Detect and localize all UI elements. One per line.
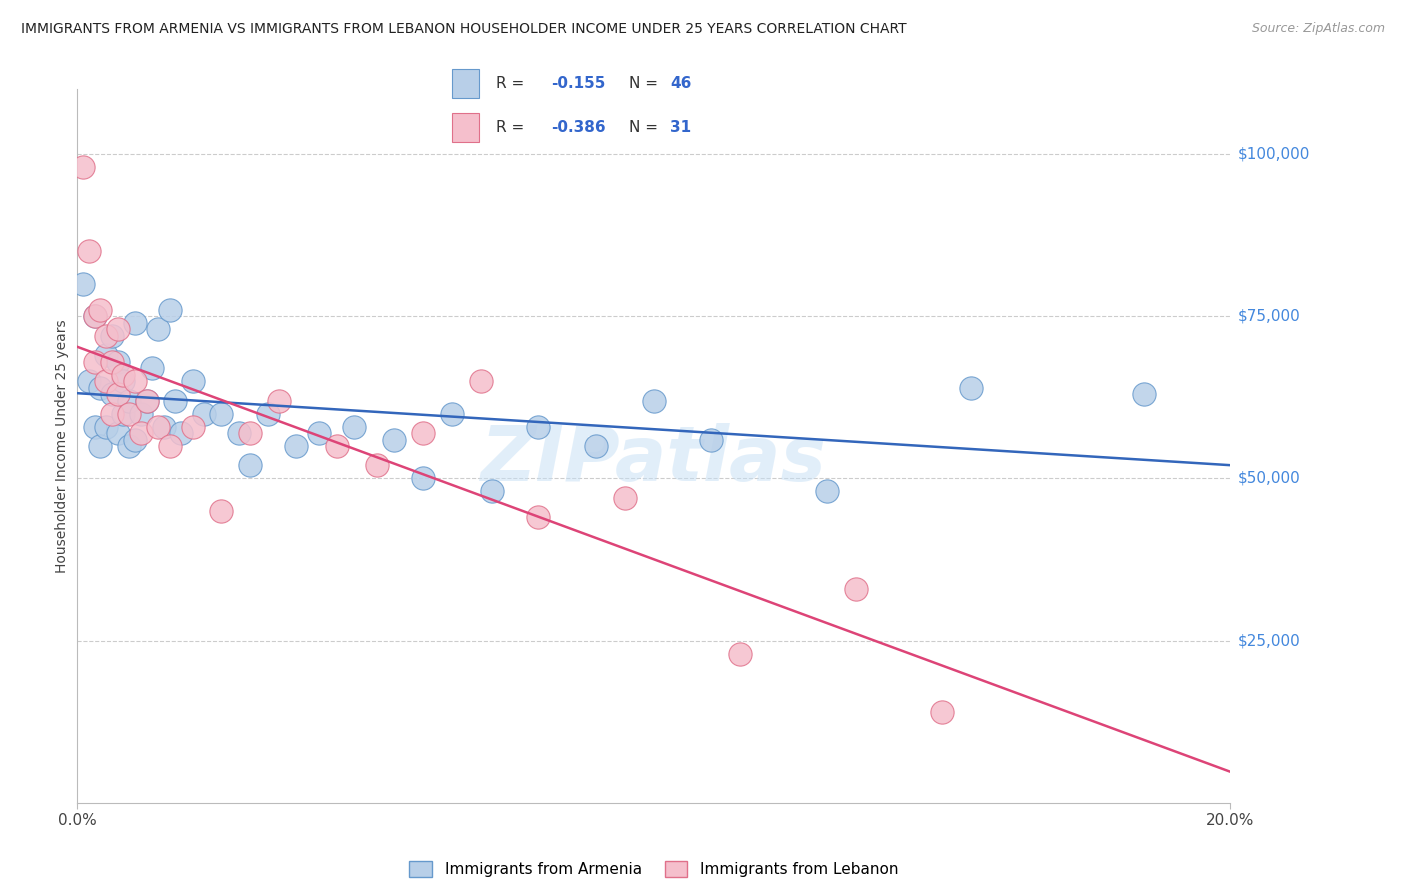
Text: N =: N = — [628, 120, 662, 135]
Point — [170, 425, 193, 440]
Point — [960, 381, 983, 395]
Point — [165, 393, 187, 408]
Point — [129, 407, 152, 421]
Point — [845, 582, 868, 596]
Text: -0.386: -0.386 — [551, 120, 606, 135]
Y-axis label: Householder Income Under 25 years: Householder Income Under 25 years — [55, 319, 69, 573]
Text: $25,000: $25,000 — [1237, 633, 1301, 648]
Point — [124, 374, 146, 388]
Point — [83, 419, 105, 434]
Point — [96, 419, 118, 434]
Point — [382, 433, 406, 447]
Point — [211, 504, 233, 518]
Point — [159, 302, 181, 317]
Text: IMMIGRANTS FROM ARMENIA VS IMMIGRANTS FROM LEBANON HOUSEHOLDER INCOME UNDER 25 Y: IMMIGRANTS FROM ARMENIA VS IMMIGRANTS FR… — [21, 22, 907, 37]
Text: $50,000: $50,000 — [1237, 471, 1301, 486]
Point — [72, 277, 94, 291]
Point — [96, 328, 118, 343]
Point — [146, 419, 169, 434]
Point — [89, 439, 111, 453]
Point — [614, 491, 637, 505]
Point — [153, 419, 174, 434]
Point — [96, 348, 118, 362]
Text: N =: N = — [628, 76, 662, 91]
Point — [83, 310, 105, 324]
Point — [931, 705, 953, 719]
FancyBboxPatch shape — [451, 113, 479, 142]
Point — [107, 354, 129, 368]
Point — [267, 393, 291, 408]
Point — [118, 439, 141, 453]
Point — [112, 374, 135, 388]
Point — [101, 328, 124, 343]
Point — [239, 425, 262, 440]
Point — [101, 407, 124, 421]
Point — [77, 374, 100, 388]
Point — [325, 439, 349, 453]
Point — [256, 407, 278, 421]
Point — [124, 316, 146, 330]
Point — [118, 407, 141, 421]
Point — [96, 374, 118, 388]
Point — [107, 387, 129, 401]
Legend: Immigrants from Armenia, Immigrants from Lebanon: Immigrants from Armenia, Immigrants from… — [409, 862, 898, 877]
Point — [112, 368, 135, 382]
Text: -0.155: -0.155 — [551, 76, 606, 91]
Point — [441, 407, 464, 421]
Text: R =: R = — [496, 76, 529, 91]
Point — [141, 361, 163, 376]
Point — [412, 425, 434, 440]
Point — [107, 425, 129, 440]
Point — [481, 484, 503, 499]
Point — [815, 484, 838, 499]
Point — [181, 374, 204, 388]
Point — [193, 407, 215, 421]
Point — [470, 374, 492, 388]
Point — [129, 425, 152, 440]
Text: 31: 31 — [671, 120, 692, 135]
Point — [89, 381, 111, 395]
Point — [77, 244, 100, 259]
Point — [89, 302, 111, 317]
Point — [72, 160, 94, 174]
Point — [159, 439, 181, 453]
Point — [181, 419, 204, 434]
Text: ZIPatlas: ZIPatlas — [481, 424, 827, 497]
Point — [118, 393, 141, 408]
Point — [1133, 387, 1156, 401]
Text: $100,000: $100,000 — [1237, 146, 1309, 161]
Point — [101, 354, 124, 368]
Point — [135, 393, 157, 408]
Point — [527, 419, 550, 434]
Point — [101, 387, 124, 401]
Point — [83, 354, 105, 368]
Point — [412, 471, 434, 485]
Point — [112, 407, 135, 421]
Point — [83, 310, 105, 324]
Point — [135, 393, 157, 408]
Text: 46: 46 — [671, 76, 692, 91]
Point — [308, 425, 330, 440]
Point — [146, 322, 169, 336]
Text: $75,000: $75,000 — [1237, 309, 1301, 324]
Point — [228, 425, 250, 440]
Point — [527, 510, 550, 524]
Point — [124, 433, 146, 447]
Point — [366, 458, 388, 473]
Point — [285, 439, 308, 453]
Point — [643, 393, 665, 408]
Point — [107, 322, 129, 336]
Point — [343, 419, 366, 434]
Point — [239, 458, 262, 473]
Point — [700, 433, 723, 447]
Point — [730, 647, 752, 661]
Text: R =: R = — [496, 120, 529, 135]
FancyBboxPatch shape — [451, 69, 479, 97]
Point — [585, 439, 607, 453]
Point — [211, 407, 233, 421]
Text: Source: ZipAtlas.com: Source: ZipAtlas.com — [1251, 22, 1385, 36]
